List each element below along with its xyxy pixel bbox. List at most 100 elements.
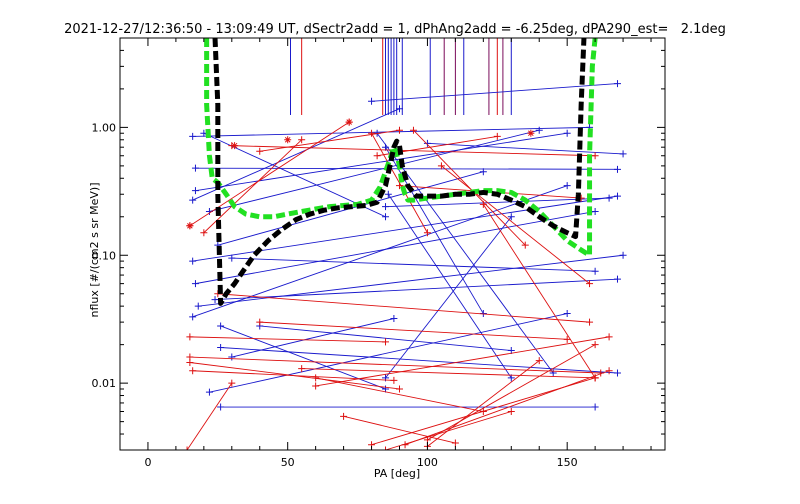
- plus-marker: [298, 365, 306, 373]
- plus-marker: [312, 382, 320, 390]
- series-line: [441, 165, 590, 284]
- asterisk-marker: [231, 142, 239, 150]
- plus-marker: [591, 374, 599, 382]
- series-line: [203, 139, 302, 234]
- background-series: [340, 412, 459, 447]
- y-tick-label: 0.10: [92, 249, 117, 262]
- plus-marker: [563, 129, 571, 137]
- plus-marker: [382, 213, 390, 221]
- background-series: [191, 207, 599, 288]
- background-series: [183, 379, 236, 450]
- asterisk-marker: [284, 136, 292, 144]
- x-tick-label: 150: [557, 456, 578, 469]
- plus-marker: [586, 318, 594, 326]
- series-line: [427, 344, 596, 441]
- background-series: [189, 105, 403, 204]
- plus-marker: [451, 439, 459, 447]
- series-line: [385, 216, 512, 379]
- series-line: [217, 293, 590, 323]
- series-line: [482, 204, 596, 379]
- background-series: [191, 129, 571, 195]
- series-line: [220, 347, 618, 374]
- series-line: [231, 318, 395, 358]
- background-series: [228, 254, 599, 275]
- plus-marker: [183, 446, 191, 450]
- background-series: [312, 333, 613, 390]
- series-line: [259, 321, 568, 340]
- plus-marker: [368, 129, 376, 137]
- y-tick-label: 0.01: [92, 377, 117, 390]
- x-axis-label: PA [deg]: [374, 467, 420, 480]
- series-line: [301, 368, 596, 379]
- plus-marker: [507, 213, 515, 221]
- background-series: [312, 374, 487, 416]
- series-line: [385, 197, 610, 208]
- series-line: [387, 193, 512, 379]
- series-line: [231, 257, 596, 272]
- series-line: [209, 129, 540, 212]
- series-line: [195, 132, 568, 192]
- plus-marker: [605, 333, 613, 341]
- x-tick-label: 50: [281, 456, 295, 469]
- plus-marker: [256, 318, 264, 326]
- background-series: [186, 353, 605, 377]
- series-line: [192, 108, 400, 201]
- plus-marker: [191, 187, 199, 195]
- plus-marker: [591, 341, 599, 349]
- background-series: [382, 213, 515, 382]
- plus-marker: [382, 385, 390, 393]
- plus-marker: [613, 165, 621, 173]
- plus-marker: [395, 126, 403, 134]
- asterisk-marker: [345, 118, 353, 126]
- background-series: [205, 310, 571, 396]
- background-series: [256, 126, 403, 155]
- background-series: [200, 136, 306, 237]
- plus-marker: [228, 379, 236, 387]
- plot-frame: [119, 37, 666, 451]
- background-series: [384, 190, 515, 382]
- series-line: [209, 313, 568, 393]
- plus-marker: [535, 126, 543, 134]
- series-line: [404, 370, 610, 446]
- background-series: [256, 318, 571, 343]
- plus-marker: [382, 338, 390, 346]
- plus-marker: [521, 241, 529, 249]
- plus-marker: [312, 374, 320, 382]
- background-series: [423, 139, 627, 158]
- plus-marker: [507, 408, 515, 416]
- background-series: [382, 194, 613, 211]
- plus-marker: [563, 335, 571, 343]
- series-line: [315, 336, 610, 387]
- plus-marker: [211, 296, 219, 304]
- plus-marker: [437, 162, 445, 170]
- background-series: [217, 403, 599, 411]
- series-line: [195, 167, 618, 170]
- plus-marker: [395, 385, 403, 393]
- series-line: [189, 336, 386, 343]
- plus-marker: [479, 200, 487, 208]
- plus-marker: [390, 376, 398, 384]
- plus-marker: [479, 408, 487, 416]
- plus-marker: [591, 207, 599, 215]
- plus-marker: [549, 369, 557, 377]
- background-series: [437, 162, 594, 288]
- x-tick-label: 0: [144, 456, 151, 469]
- asterisk-marker: [186, 222, 194, 230]
- plus-marker: [382, 203, 390, 211]
- plus-marker: [189, 132, 197, 140]
- plus-marker: [186, 333, 194, 341]
- plus-marker: [563, 310, 571, 318]
- background-series: [479, 200, 599, 382]
- black-dashed-line: [212, 38, 587, 306]
- y-tick-label: 1.00: [92, 121, 117, 134]
- plus-marker: [535, 357, 543, 365]
- plus-marker: [619, 150, 627, 158]
- plus-marker: [382, 446, 390, 450]
- series-line: [195, 211, 596, 285]
- plus-marker: [384, 190, 392, 198]
- background-series: [186, 333, 390, 346]
- plus-marker: [586, 280, 594, 288]
- background-series: [189, 182, 571, 321]
- plus-marker: [613, 369, 621, 377]
